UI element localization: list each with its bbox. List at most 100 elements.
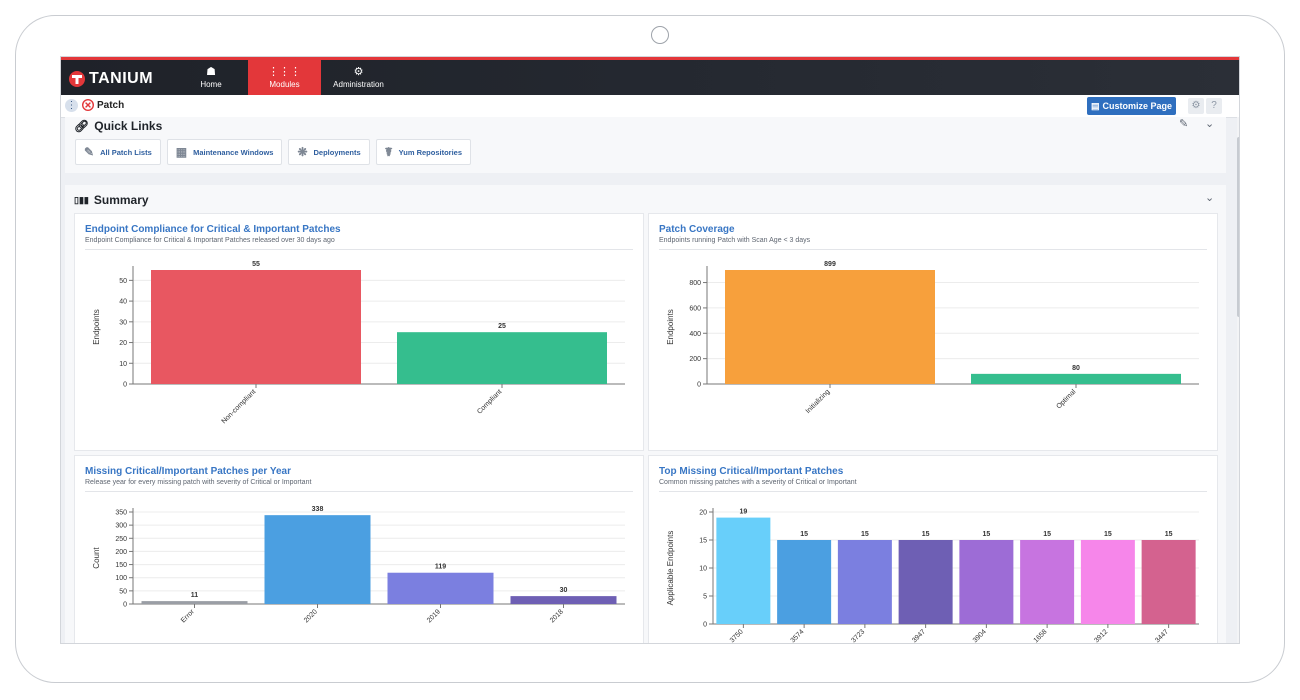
page-scrollbar-thumb[interactable] [1237, 137, 1239, 317]
repository-icon: ☤ [384, 145, 393, 159]
card-divider [659, 491, 1207, 492]
nav-administration[interactable]: ⚙ Administration [321, 60, 396, 95]
link-icon: 🔗︎ [74, 119, 90, 133]
y-tick-label: 800 [689, 280, 701, 287]
nav-modules[interactable]: ⋮⋮⋮ Modules [248, 60, 321, 95]
quick-links-title: Quick Links [94, 119, 163, 133]
quick-links-buttons: ✎ All Patch Lists ▦ Maintenance Windows … [75, 139, 472, 165]
card-divider [85, 249, 633, 250]
bar [971, 373, 1181, 384]
bar [141, 601, 248, 604]
data-label: 338 [312, 506, 324, 513]
y-tick-label: 40 [119, 299, 127, 306]
all-patch-lists-link[interactable]: ✎ All Patch Lists [75, 139, 161, 165]
card-title: Patch Coverage [659, 224, 735, 235]
compliance-bar-chart: 0 10 20 30 40 50 Endpoints 55 Non-compliant 25 Com… [92, 261, 625, 425]
compliance-chart-card: Endpoint Compliance for Critical & Impor… [74, 213, 644, 451]
data-label: 19 [739, 509, 747, 516]
y-tick-label: 20 [699, 510, 707, 517]
card-title: Endpoint Compliance for Critical & Impor… [85, 224, 341, 235]
y-tick-label: 50 [119, 278, 127, 285]
data-label: 15 [922, 531, 930, 538]
data-label: 15 [982, 531, 990, 538]
bar [264, 515, 371, 604]
top-navigation: TANIUM ☗ Home ⋮⋮⋮ Modules ⚙ Administrati… [61, 60, 1239, 95]
help-icon[interactable]: ? [1206, 98, 1222, 114]
x-tick-label: 3750 [729, 628, 745, 644]
card-subtitle: Endpoint Compliance for Critical & Impor… [85, 237, 335, 244]
y-tick-label: 200 [115, 549, 127, 556]
x-tick-label: Optimal [1055, 388, 1077, 410]
logo-text: TANIUM [89, 70, 154, 87]
patch-coverage-card: Patch Coverage Endpoints running Patch w… [648, 213, 1218, 451]
bar-chart-icon: ▯▮▮ [74, 194, 89, 205]
chevron-down-icon[interactable]: ⌄ [1205, 192, 1215, 204]
y-tick-label: 250 [115, 536, 127, 543]
y-axis-label: Applicable Endpoints [666, 531, 675, 606]
yum-repositories-link[interactable]: ☤ Yum Repositories [375, 139, 472, 165]
maintenance-windows-link[interactable]: ▦ Maintenance Windows [166, 139, 283, 165]
x-tick-label: 3947 [911, 628, 927, 644]
y-tick-label: 200 [689, 356, 701, 363]
card-subtitle: Release year for every missing patch wit… [85, 479, 312, 486]
deploy-icon: ❋ [297, 145, 308, 159]
edit-pencil-icon[interactable]: ✎ [1179, 118, 1189, 130]
maintenance-windows-label: Maintenance Windows [193, 147, 274, 157]
nav-home-label: Home [200, 79, 222, 89]
y-tick-label: 5 [703, 594, 707, 601]
x-tick-label: 2018 [549, 608, 565, 624]
y-tick-label: 600 [689, 305, 701, 312]
kebab-menu-icon[interactable]: ⋮ [65, 99, 78, 112]
y-tick-label: 50 [119, 588, 127, 595]
tanium-logo[interactable]: TANIUM [69, 70, 153, 88]
y-tick-label: 0 [703, 622, 707, 629]
y-tick-label: 10 [699, 566, 707, 573]
data-label: 15 [800, 531, 808, 538]
page-scrollbar[interactable] [1237, 117, 1239, 643]
data-label: 30 [560, 587, 568, 594]
patch-coverage-bar-chart: 0 200 400 600 800 Endpoints 899 Initializing 80 O… [666, 261, 1199, 415]
data-label: 899 [824, 261, 836, 268]
customize-icon: ▤ [1090, 100, 1100, 111]
home-icon: ☗ [206, 65, 216, 78]
x-tick-label: Compliant [476, 388, 503, 415]
summary-heading: ▯▮▮ Summary [74, 193, 149, 207]
y-tick-label: 400 [689, 331, 701, 338]
data-label: 15 [1104, 531, 1112, 538]
quick-links-section: 🔗︎ Quick Links ✎ ⌄ ✎ All Patch Lists ▦ M… [65, 117, 1226, 173]
data-label: 11 [191, 592, 199, 599]
bar [837, 540, 892, 624]
y-tick-label: 300 [115, 523, 127, 530]
nav-administration-label: Administration [333, 79, 384, 89]
y-tick-label: 15 [699, 538, 707, 545]
yum-repositories-label: Yum Repositories [398, 147, 463, 157]
deployments-link[interactable]: ❋ Deployments [288, 139, 370, 165]
app-screen: TANIUM ☗ Home ⋮⋮⋮ Modules ⚙ Administrati… [60, 56, 1240, 644]
bar [151, 270, 361, 384]
x-tick-label: 3904 [972, 628, 988, 644]
bar [397, 332, 607, 384]
bar [1020, 540, 1075, 624]
settings-gear-icon[interactable]: ⚙ [1188, 98, 1204, 114]
camera-icon [651, 26, 669, 44]
all-patch-lists-label: All Patch Lists [100, 147, 152, 157]
y-tick-label: 350 [115, 510, 127, 517]
y-axis-label: Endpoints [92, 309, 101, 345]
deployments-label: Deployments [313, 147, 361, 157]
card-divider [659, 249, 1207, 250]
gears-icon: ⚙ [353, 65, 364, 78]
x-tick-label: 3574 [790, 628, 806, 644]
chevron-down-icon[interactable]: ⌄ [1205, 118, 1215, 130]
card-title: Missing Critical/Important Patches per Y… [85, 466, 291, 477]
nav-home[interactable]: ☗ Home [181, 60, 241, 95]
x-tick-label: 3912 [1093, 628, 1109, 644]
bar [959, 540, 1014, 624]
data-label: 119 [435, 564, 446, 571]
data-label: 15 [861, 531, 869, 538]
bar [510, 596, 617, 604]
y-tick-label: 30 [119, 319, 127, 326]
card-divider [85, 491, 633, 492]
customize-page-button[interactable]: ▤ Customize Page [1087, 97, 1176, 115]
y-tick-label: 150 [115, 562, 127, 569]
y-tick-label: 100 [115, 575, 127, 582]
